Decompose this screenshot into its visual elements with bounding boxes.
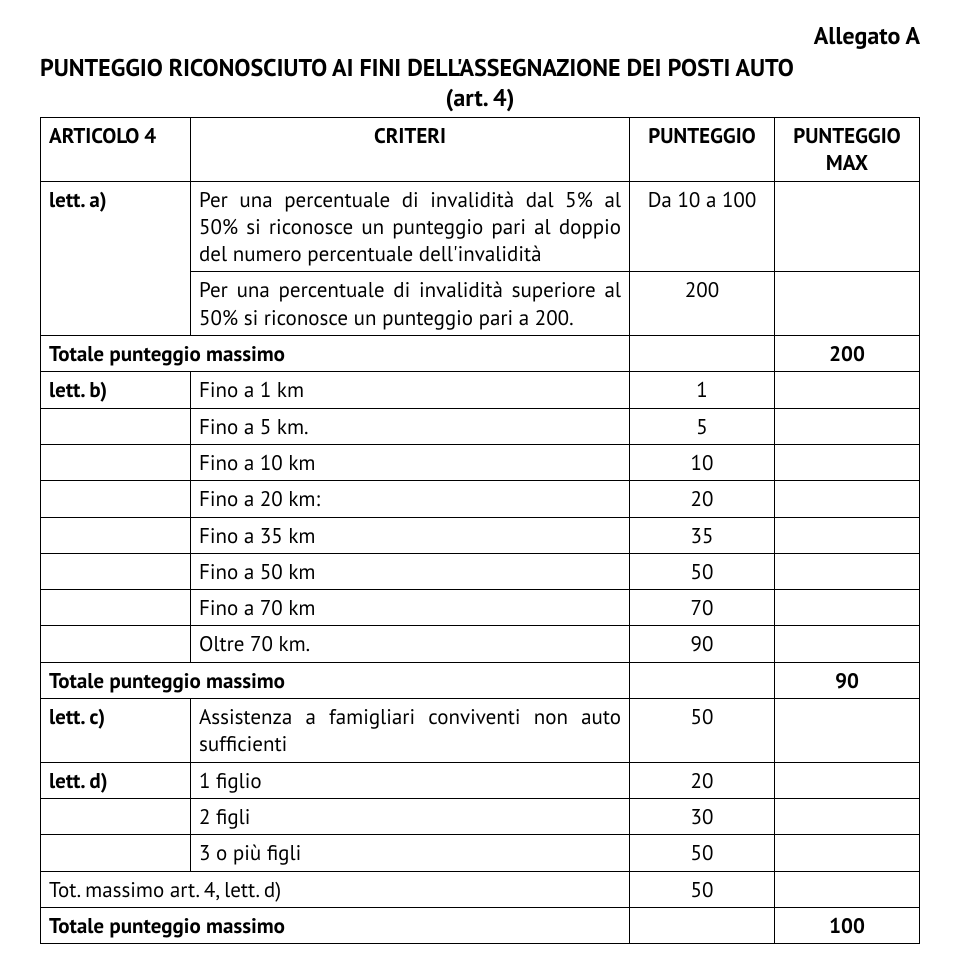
lett-d-max-1 xyxy=(775,762,920,798)
lett-b-label-7 xyxy=(41,590,191,626)
total-a-blank xyxy=(630,336,775,372)
header-row: ARTICOLO 4 CRITERI PUNTEGGIO PUNTEGGIO M… xyxy=(41,118,920,182)
title-line-2: (art. 4) xyxy=(40,83,920,113)
lett-b-max-5 xyxy=(775,517,920,553)
row-lett-a-1: lett. a) Per una percentuale di invalidi… xyxy=(41,181,920,272)
total-b-label: Totale punteggio massimo xyxy=(41,662,630,698)
annex-label: Allegato A xyxy=(40,20,920,51)
lett-b-max-8 xyxy=(775,626,920,662)
lett-b-crit-5: Fino a 35 km xyxy=(191,517,630,553)
header-criteri: CRITERI xyxy=(191,118,630,182)
header-articolo: ARTICOLO 4 xyxy=(41,118,191,182)
header-punteggio-max: PUNTEGGIO MAX xyxy=(775,118,920,182)
row-lett-b-1: lett. b) Fino a 1 km 1 xyxy=(41,372,920,408)
row-lett-d-2: 2 figli 30 xyxy=(41,798,920,834)
lett-b-max-1 xyxy=(775,372,920,408)
lett-b-label-4 xyxy=(41,481,191,517)
total-d-art-value: 50 xyxy=(630,871,775,907)
lett-c-max xyxy=(775,699,920,763)
lett-b-max-3 xyxy=(775,444,920,480)
lett-b-max-7 xyxy=(775,590,920,626)
document-title: PUNTEGGIO RICONOSCIUTO AI FINI DELL'ASSE… xyxy=(40,53,920,113)
lett-b-crit-1: Fino a 1 km xyxy=(191,372,630,408)
lett-b-max-4 xyxy=(775,481,920,517)
title-line-1: PUNTEGGIO RICONOSCIUTO AI FINI DELL'ASSE… xyxy=(40,52,794,83)
row-total-final: Totale punteggio massimo 100 xyxy=(41,907,920,943)
lett-b-val-4: 20 xyxy=(630,481,775,517)
lett-b-label-2 xyxy=(41,408,191,444)
lett-b-val-1: 1 xyxy=(630,372,775,408)
lett-d-label: lett. d) xyxy=(41,762,191,798)
row-lett-b-4: Fino a 20 km: 20 xyxy=(41,481,920,517)
total-b-value: 90 xyxy=(775,662,920,698)
lett-b-label-8 xyxy=(41,626,191,662)
row-lett-c: lett. c) Assistenza a famigliari convive… xyxy=(41,699,920,763)
lett-b-val-8: 90 xyxy=(630,626,775,662)
row-lett-b-3: Fino a 10 km 10 xyxy=(41,444,920,480)
lett-b-max-2 xyxy=(775,408,920,444)
lett-d-max-3 xyxy=(775,835,920,871)
lett-b-crit-3: Fino a 10 km xyxy=(191,444,630,480)
row-total-d-art: Tot. massimo art. 4, lett. d) 50 xyxy=(41,871,920,907)
lett-c-value: 50 xyxy=(630,699,775,763)
lett-d-crit-1: 1 figlio xyxy=(191,762,630,798)
row-lett-b-6: Fino a 50 km 50 xyxy=(41,553,920,589)
lett-b-val-3: 10 xyxy=(630,444,775,480)
row-lett-b-8: Oltre 70 km. 90 xyxy=(41,626,920,662)
lett-b-max-6 xyxy=(775,553,920,589)
lett-b-label-6 xyxy=(41,553,191,589)
lett-b-val-5: 35 xyxy=(630,517,775,553)
lett-d-label-2 xyxy=(41,798,191,834)
lett-b-crit-2: Fino a 5 km. xyxy=(191,408,630,444)
row-lett-d-1: lett. d) 1 figlio 20 xyxy=(41,762,920,798)
row-lett-b-7: Fino a 70 km 70 xyxy=(41,590,920,626)
lett-c-label: lett. c) xyxy=(41,699,191,763)
scoring-table: ARTICOLO 4 CRITERI PUNTEGGIO PUNTEGGIO M… xyxy=(40,117,920,944)
lett-c-criterion: Assistenza a famigliari conviventi non a… xyxy=(191,699,630,763)
lett-d-crit-3: 3 o più figli xyxy=(191,835,630,871)
lett-a-label: lett. a) xyxy=(41,181,191,335)
lett-a-value-1: Da 10 a 100 xyxy=(630,181,775,272)
lett-a-value-2: 200 xyxy=(630,272,775,336)
lett-d-crit-2: 2 figli xyxy=(191,798,630,834)
lett-d-val-1: 20 xyxy=(630,762,775,798)
total-final-label: Totale punteggio massimo xyxy=(41,907,630,943)
lett-b-label: lett. b) xyxy=(41,372,191,408)
lett-b-val-2: 5 xyxy=(630,408,775,444)
lett-a-criterion-1: Per una percentuale di invalidità dal 5%… xyxy=(191,181,630,272)
lett-d-label-3 xyxy=(41,835,191,871)
lett-a-max-2 xyxy=(775,272,920,336)
lett-b-val-6: 50 xyxy=(630,553,775,589)
row-lett-b-2: Fino a 5 km. 5 xyxy=(41,408,920,444)
lett-b-crit-4: Fino a 20 km: xyxy=(191,481,630,517)
total-a-value: 200 xyxy=(775,336,920,372)
lett-a-criterion-2: Per una percentuale di invalidità superi… xyxy=(191,272,630,336)
lett-d-val-2: 30 xyxy=(630,798,775,834)
lett-b-crit-8: Oltre 70 km. xyxy=(191,626,630,662)
total-b-blank xyxy=(630,662,775,698)
row-lett-d-3: 3 o più figli 50 xyxy=(41,835,920,871)
lett-b-crit-6: Fino a 50 km xyxy=(191,553,630,589)
lett-d-val-3: 50 xyxy=(630,835,775,871)
lett-b-label-3 xyxy=(41,444,191,480)
total-d-art-max xyxy=(775,871,920,907)
lett-b-val-7: 70 xyxy=(630,590,775,626)
header-punteggio: PUNTEGGIO xyxy=(630,118,775,182)
total-final-blank xyxy=(630,907,775,943)
total-final-value: 100 xyxy=(775,907,920,943)
lett-b-crit-7: Fino a 70 km xyxy=(191,590,630,626)
lett-b-label-5 xyxy=(41,517,191,553)
lett-a-max-1 xyxy=(775,181,920,272)
row-total-b: Totale punteggio massimo 90 xyxy=(41,662,920,698)
total-a-label: Totale punteggio massimo xyxy=(41,336,630,372)
lett-d-max-2 xyxy=(775,798,920,834)
row-total-a: Totale punteggio massimo 200 xyxy=(41,336,920,372)
total-d-art-label: Tot. massimo art. 4, lett. d) xyxy=(41,871,630,907)
row-lett-b-5: Fino a 35 km 35 xyxy=(41,517,920,553)
